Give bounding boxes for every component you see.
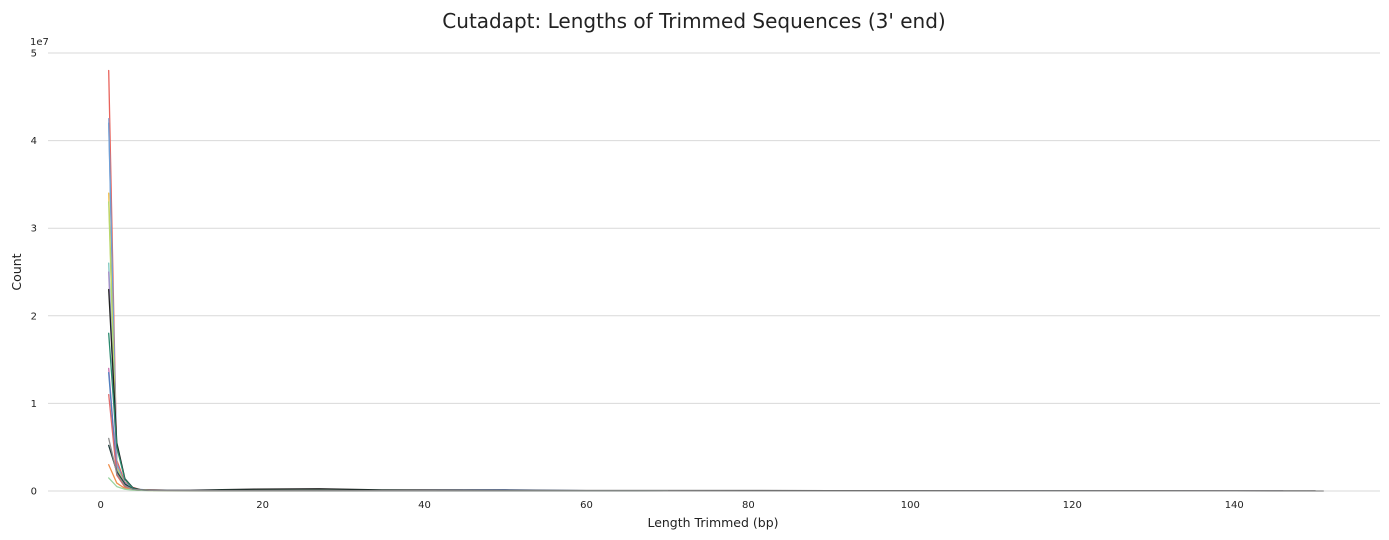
series-line-6	[108, 262, 669, 492]
series-line-13	[108, 464, 669, 492]
series-line-7	[108, 271, 669, 492]
x-tick-label: 60	[580, 500, 593, 511]
series-line-12	[108, 393, 669, 492]
y-tick-label: 3	[31, 224, 37, 235]
y-multiplier-label: 1e7	[30, 37, 49, 48]
series-line-15	[108, 444, 669, 492]
series-line-11	[108, 372, 669, 492]
series-line-9	[108, 332, 669, 492]
series-line-10	[108, 367, 669, 492]
y-tick-label: 5	[31, 49, 37, 60]
series-lines	[108, 69, 1324, 492]
x-tick-label: 140	[1225, 500, 1244, 511]
y-axis-label: Count	[9, 253, 24, 290]
y-tick-labels: 0 1 2 3 4 5	[31, 49, 37, 498]
x-tick-label: 100	[901, 500, 920, 511]
series-line-5	[108, 201, 669, 492]
series-line-4	[108, 192, 669, 492]
x-tick-label: 120	[1063, 500, 1082, 511]
series-line-8	[108, 288, 1316, 492]
series-line-14	[108, 477, 669, 492]
x-tick-label: 20	[256, 500, 269, 511]
x-tick-labels: 0 20 40 60 80 100 120 140	[97, 500, 1243, 511]
series-line-2	[108, 118, 588, 492]
chart-title: Cutadapt: Lengths of Trimmed Sequences (…	[442, 9, 945, 33]
y-tick-label: 0	[31, 487, 37, 498]
x-tick-label: 0	[97, 500, 103, 511]
x-axis-label: Length Trimmed (bp)	[647, 515, 778, 530]
series-line-1	[108, 69, 1284, 492]
grid-lines	[48, 52, 1380, 492]
x-tick-label: 40	[418, 500, 431, 511]
x-tick-label: 80	[742, 500, 755, 511]
y-tick-label: 1	[31, 399, 37, 410]
series-line-3	[108, 122, 1284, 492]
y-tick-label: 2	[31, 311, 37, 322]
series-line-16	[108, 437, 1324, 492]
y-tick-label: 4	[31, 136, 37, 147]
